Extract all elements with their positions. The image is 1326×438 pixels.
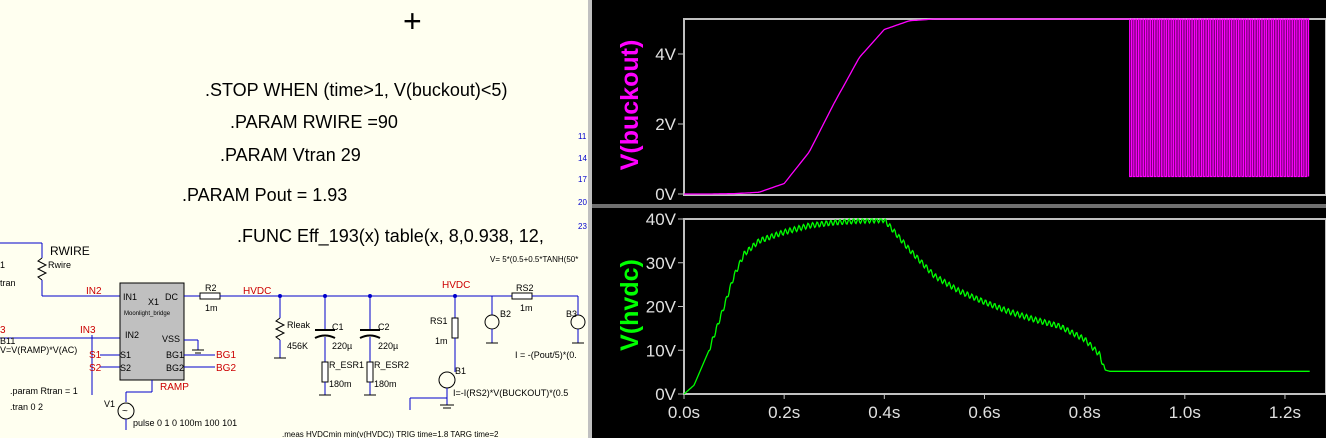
line-number: 14: [578, 154, 587, 163]
x-tick-label: 0.8s: [1069, 403, 1101, 422]
x-tick-label: 0.6s: [968, 403, 1000, 422]
y-tick-label: 0V: [655, 385, 676, 404]
net-bg1[interactable]: BG1: [216, 350, 237, 361]
b2-label[interactable]: B2: [500, 309, 512, 319]
buckout-trace-label[interactable]: V(buckout): [616, 40, 644, 171]
net-hvdc-2[interactable]: HVDC: [442, 280, 471, 291]
vexpr-text[interactable]: V= 5*(0.5+0.5*TANH(50*: [490, 255, 579, 264]
crosshair-cursor-icon: +: [403, 3, 422, 39]
pin-in2: IN2: [125, 330, 140, 340]
buckout-trace[interactable]: [684, 18, 1310, 195]
rs2-value[interactable]: 1m: [520, 303, 533, 313]
pin-s2: S2: [120, 363, 132, 373]
v1-label[interactable]: V1: [104, 399, 116, 409]
resr2-value[interactable]: 180m: [374, 379, 397, 389]
y-tick-label: 40V: [646, 210, 677, 229]
schematic-wires: ~: [0, 242, 586, 430]
y-tick-label: 20V: [646, 298, 677, 317]
tran-directive[interactable]: .tran 0 2: [10, 402, 44, 412]
rleak-label[interactable]: Rleak: [287, 320, 311, 330]
rs1-label[interactable]: RS1: [430, 316, 448, 326]
resr1-value[interactable]: 180m: [329, 379, 352, 389]
pin-bg1: BG1: [166, 350, 185, 360]
b11-label[interactable]: B11: [0, 336, 16, 346]
c2-label[interactable]: C2: [378, 322, 390, 332]
line-number: 20: [578, 198, 587, 207]
rwire-title[interactable]: RWIRE: [50, 244, 90, 258]
meas-directive[interactable]: .meas HVDCmin min(v(HVDC)) TRIG time=1.8…: [282, 430, 499, 438]
x-tick-label: 1.2s: [1269, 403, 1301, 422]
net-hvdc[interactable]: HVDC: [243, 286, 272, 297]
x-tick-label: 0.0s: [668, 403, 700, 422]
b11-expr[interactable]: V=V(RAMP)*V(AC): [0, 345, 78, 355]
net-in3[interactable]: IN3: [80, 325, 96, 336]
x-tick-label: 0.2s: [768, 403, 800, 422]
pin-vss: VSS: [162, 334, 181, 344]
y-tick-label: 2V: [655, 115, 676, 134]
rs1-value[interactable]: 1m: [435, 336, 448, 346]
rwire-label[interactable]: Rwire: [48, 260, 72, 270]
waveform-viewer[interactable]: 4V 2V 0V 40V 30V 20V 10V 0V 0.0s 0.2s 0.4s 0.6s 0.8s…: [592, 0, 1326, 438]
x1-subcircuit: Moonlight_bridge: [124, 311, 171, 317]
rleak-value[interactable]: 456K: [287, 341, 309, 351]
line-number: 17: [578, 175, 587, 184]
pin-dc: DC: [165, 292, 178, 302]
stop-directive[interactable]: .STOP WHEN (time>1, V(buckout)<5): [205, 80, 508, 100]
net-s2[interactable]: S2: [89, 363, 102, 374]
line-number: 11: [578, 132, 587, 141]
resr2-label[interactable]: R_ESR2: [374, 360, 410, 370]
x1-label[interactable]: X1: [148, 297, 160, 307]
b2-expression[interactable]: I = -(Pout/5)*(0.: [515, 350, 577, 360]
schematic-editor[interactable]: ~: [0, 0, 588, 438]
b3-label[interactable]: B3: [566, 309, 578, 319]
y-tick-label: 10V: [646, 341, 677, 360]
c1-value[interactable]: 220µ: [332, 341, 353, 351]
b1-label[interactable]: B1: [455, 366, 467, 376]
net-bg2[interactable]: BG2: [216, 363, 237, 374]
net-ramp[interactable]: RAMP: [160, 382, 189, 393]
y-tick-label: 0V: [655, 185, 676, 204]
pin-bg2: BG2: [166, 363, 185, 373]
v1-expression[interactable]: pulse 0 1 0 100m 100 101: [133, 418, 238, 428]
pane-splitter[interactable]: [588, 0, 592, 438]
pin-in1: IN1: [123, 292, 138, 302]
r2-label[interactable]: R2: [205, 283, 217, 293]
net-s1[interactable]: S1: [89, 350, 102, 361]
left-label-tran: tran: [0, 278, 16, 288]
x-tick-label: 0.4s: [868, 403, 900, 422]
c2-value[interactable]: 220µ: [378, 341, 399, 351]
x-tick-label: 1.0s: [1169, 403, 1201, 422]
param-rtran-directive[interactable]: .param Rtran = 1: [10, 386, 78, 396]
net-in2[interactable]: IN2: [86, 286, 102, 297]
hvdc-trace[interactable]: [683, 218, 1310, 395]
resr1-label[interactable]: R_ESR1: [329, 360, 365, 370]
rs2-label[interactable]: RS2: [516, 283, 534, 293]
left-label-1: 1: [0, 260, 6, 270]
y-tick-label: 4V: [655, 45, 676, 64]
func-directive[interactable]: .FUNC Eff_193(x) table(x, 8,0.938, 12,: [237, 226, 544, 246]
pin-s1: S1: [120, 350, 132, 360]
svg-text:~: ~: [122, 406, 128, 417]
hvdc-trace-label[interactable]: V(hvdc): [616, 259, 644, 351]
c1-label[interactable]: C1: [332, 322, 344, 332]
y-tick-label: 30V: [646, 254, 677, 273]
hvdc-pane-frame: [683, 218, 1326, 395]
param-rwire-directive[interactable]: .PARAM RWIRE =90: [230, 112, 398, 132]
param-vtran-directive[interactable]: .PARAM Vtran 29: [220, 145, 361, 165]
param-pout-directive[interactable]: .PARAM Pout = 1.93: [182, 185, 348, 205]
r2-value[interactable]: 1m: [205, 303, 218, 313]
line-number: 23: [578, 222, 587, 231]
left-net-3: 3: [0, 325, 6, 336]
b1-expression[interactable]: I=-I(RS2)*V(BUCKOUT)*(0.5: [453, 388, 569, 398]
